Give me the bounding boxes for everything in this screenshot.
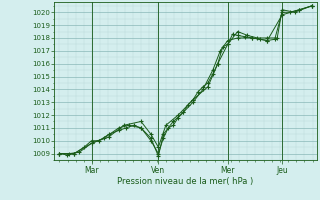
X-axis label: Pression niveau de la mer( hPa ): Pression niveau de la mer( hPa ) xyxy=(117,177,254,186)
